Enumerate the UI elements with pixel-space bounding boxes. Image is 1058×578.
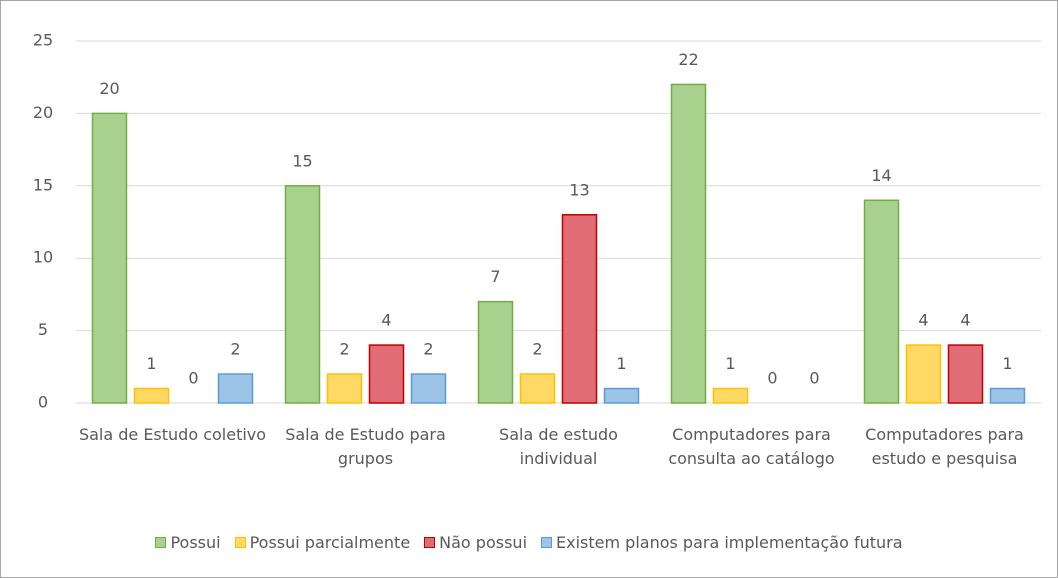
legend: Possui Possui parcialmente Não possui Exist…: [1, 533, 1057, 552]
data-label: 2: [339, 340, 349, 359]
x-tick-label: Sala de Estudo para grupos: [285, 425, 446, 468]
legend-item: Existem planos para implementação futura: [541, 533, 903, 552]
bar: [368, 344, 405, 404]
bar: [863, 199, 900, 404]
bar: [519, 373, 556, 404]
y-tick-label: 0: [38, 393, 48, 412]
data-label: 22: [678, 50, 698, 69]
data-label: 2: [532, 340, 542, 359]
bar: [603, 387, 640, 404]
bar: [905, 344, 942, 404]
data-label: 0: [767, 369, 777, 388]
y-tick-label: 5: [38, 320, 48, 339]
data-label: 1: [725, 354, 735, 373]
legend-item: Não possui: [424, 533, 527, 552]
bar: [477, 300, 514, 404]
data-label: 1: [146, 354, 156, 373]
data-label: 4: [918, 311, 928, 330]
legend-swatch: [155, 537, 167, 548]
data-label: 4: [960, 311, 970, 330]
y-tick-label: 15: [33, 175, 53, 194]
legend-label: Existem planos para implementação futura: [556, 533, 903, 552]
legend-label: Possui parcialmente: [249, 533, 411, 552]
x-tick-label: Sala de estudo individual: [499, 425, 618, 468]
legend-label: Não possui: [439, 533, 528, 552]
data-label: 13: [569, 180, 589, 199]
legend-swatch: [234, 537, 246, 548]
y-tick-label: 20: [33, 103, 53, 122]
y-tick-label: 10: [33, 248, 53, 267]
bar: [947, 344, 984, 404]
data-label: 4: [381, 311, 391, 330]
data-label: 0: [809, 369, 819, 388]
bar: [326, 373, 363, 404]
bar: [561, 214, 598, 404]
bar: [410, 373, 447, 404]
legend-swatch: [541, 537, 553, 548]
data-label: 15: [292, 151, 312, 170]
data-label: 0: [188, 369, 198, 388]
data-label: 2: [230, 340, 240, 359]
bar: [284, 185, 321, 404]
data-label: 7: [490, 267, 500, 286]
data-label: 14: [871, 166, 891, 185]
y-tick-label: 25: [33, 31, 53, 50]
x-tick-label: Computadores para consulta ao catálogo: [668, 425, 835, 468]
data-label: 1: [616, 354, 626, 373]
legend-item: Possui parcialmente: [234, 533, 411, 552]
legend-label: Possui: [170, 533, 221, 552]
data-label: 1: [1002, 354, 1012, 373]
legend-swatch: [424, 537, 436, 548]
bar: [91, 112, 128, 404]
bar: [217, 373, 254, 404]
bar: [989, 387, 1026, 404]
x-tick-label: Computadores para estudo e pesquisa: [865, 425, 1024, 468]
x-tick-label: Sala de Estudo coletivo: [78, 425, 267, 444]
data-label: 2: [423, 340, 433, 359]
legend-item: Possui: [155, 533, 221, 552]
data-label: 20: [99, 79, 119, 98]
bar: [670, 83, 707, 404]
bar: [133, 387, 170, 404]
bar: [712, 387, 749, 404]
